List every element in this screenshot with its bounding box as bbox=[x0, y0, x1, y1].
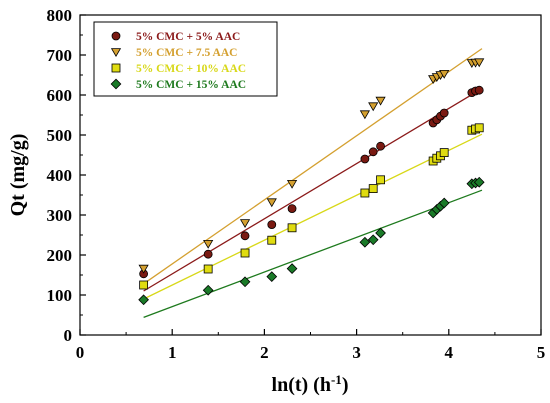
fit-line bbox=[143, 48, 483, 285]
data-point bbox=[203, 264, 213, 274]
data-point bbox=[240, 248, 250, 258]
data-point bbox=[359, 110, 370, 120]
data-point bbox=[138, 264, 149, 274]
fit-line bbox=[143, 133, 483, 300]
data-point bbox=[474, 58, 485, 68]
legend-label: 5% CMC + 5% AAC bbox=[136, 31, 240, 43]
y-tick-label: 700 bbox=[47, 46, 73, 65]
legend-marker bbox=[111, 63, 121, 73]
series-3 bbox=[139, 123, 484, 300]
data-point bbox=[438, 197, 450, 209]
data-point bbox=[360, 154, 370, 164]
data-point bbox=[439, 70, 450, 79]
y-tick-label: 300 bbox=[47, 206, 73, 225]
data-point bbox=[367, 234, 379, 246]
data-point bbox=[474, 85, 484, 95]
x-axis-title-end: ) bbox=[342, 374, 349, 396]
data-point bbox=[359, 236, 371, 248]
data-point bbox=[376, 175, 385, 185]
series-1 bbox=[139, 85, 484, 292]
data-point bbox=[266, 198, 277, 208]
x-tick-label: 3 bbox=[352, 343, 361, 362]
data-point bbox=[239, 219, 251, 228]
y-tick-label: 100 bbox=[47, 286, 73, 305]
legend-marker bbox=[110, 48, 122, 57]
data-point bbox=[267, 235, 277, 245]
data-point bbox=[439, 108, 449, 118]
legend-label: 5% CMC + 10% AAC bbox=[136, 63, 246, 75]
x-tick-label: 4 bbox=[445, 343, 454, 362]
axes: 0 1 2 3 4 5 0 100 200 300 400 500 600 700 800 bbox=[47, 6, 546, 362]
data-point bbox=[203, 239, 214, 249]
data-point bbox=[360, 188, 370, 198]
fit-line bbox=[143, 189, 483, 319]
legend-marker bbox=[110, 78, 122, 90]
x-axis-title-sup: -1 bbox=[331, 372, 342, 387]
series-2 bbox=[138, 48, 485, 285]
legend-box bbox=[93, 21, 278, 97]
x-tick-label: 0 bbox=[76, 343, 85, 362]
x-tick-label: 2 bbox=[260, 343, 269, 362]
data-point bbox=[474, 123, 484, 133]
y-tick-label: 200 bbox=[47, 246, 73, 265]
legend-entry: 5% CMC + 10% AAC bbox=[111, 63, 246, 75]
y-tick-label: 400 bbox=[47, 166, 73, 185]
legend-entry: 5% CMC + 5% AAC bbox=[111, 31, 240, 43]
data-point bbox=[376, 141, 385, 151]
y-axis-title: Qt (mg/g) bbox=[7, 134, 29, 217]
x-tick-label: 1 bbox=[168, 343, 177, 362]
fit-line bbox=[143, 88, 483, 292]
data-point bbox=[368, 184, 378, 194]
data-point bbox=[138, 294, 149, 306]
series-4 bbox=[138, 176, 485, 319]
data-point bbox=[203, 249, 213, 259]
data-point bbox=[239, 276, 251, 288]
y-tick-label: 500 bbox=[47, 126, 73, 145]
legend-entry: 5% CMC + 15% AAC bbox=[110, 78, 246, 91]
legend-entry: 5% CMC + 7.5 AAC bbox=[110, 47, 237, 59]
data-point bbox=[286, 179, 298, 189]
x-axis-title: ln(t) (h-1) bbox=[272, 372, 349, 396]
data-point bbox=[139, 280, 149, 290]
legend-label: 5% CMC + 7.5 AAC bbox=[136, 47, 237, 59]
chart-marks bbox=[138, 48, 485, 319]
x-tick-label: 5 bbox=[537, 343, 546, 362]
data-point bbox=[473, 176, 485, 188]
data-point bbox=[375, 96, 386, 106]
data-point bbox=[286, 263, 298, 274]
data-point bbox=[267, 220, 277, 230]
data-point bbox=[240, 231, 250, 241]
legend: 5% CMC + 5% AAC 5% CMC + 7.5 AAC 5% CMC + … bbox=[93, 21, 278, 97]
data-point bbox=[368, 102, 379, 112]
y-tick-label: 600 bbox=[47, 86, 73, 105]
x-axis-title-main: ln(t) (h bbox=[272, 374, 331, 396]
y-tick-label: 0 bbox=[64, 326, 73, 345]
data-point bbox=[375, 227, 386, 239]
data-point bbox=[439, 148, 449, 158]
data-point bbox=[287, 204, 297, 214]
data-point bbox=[202, 284, 214, 296]
data-point bbox=[266, 271, 278, 282]
legend-marker bbox=[111, 31, 121, 41]
data-point bbox=[287, 223, 297, 233]
legend-label: 5% CMC + 15% AAC bbox=[136, 79, 246, 91]
data-point bbox=[368, 147, 378, 157]
y-tick-label: 800 bbox=[47, 6, 73, 25]
